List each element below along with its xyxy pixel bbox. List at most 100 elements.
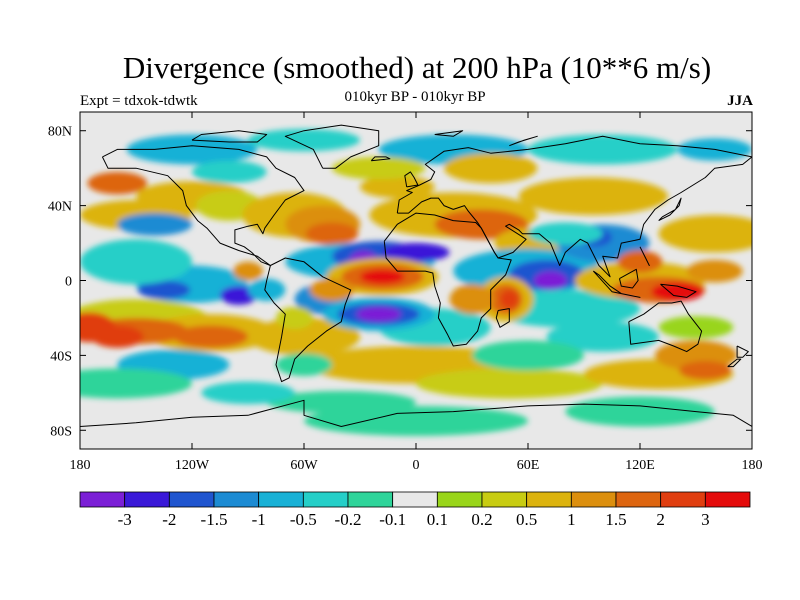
field-blob (332, 156, 426, 180)
chart-title: Divergence (smoothed) at 200 hPa (10**6 … (122, 50, 712, 85)
colorbar-label: -0.1 (379, 510, 406, 529)
field-blob (434, 209, 528, 240)
coastline (434, 130, 464, 137)
y-tick-label: 80S (50, 424, 72, 439)
coastline (509, 135, 538, 147)
colorbar-swatch (660, 491, 706, 508)
y-axis: 80N 40N 0 40S 80S (48, 125, 752, 439)
field-blob (309, 278, 355, 302)
field-blob (356, 306, 402, 322)
coastline (660, 283, 697, 298)
colorbar-swatch (168, 491, 215, 508)
field-blob (449, 284, 495, 315)
field-blob (500, 289, 519, 309)
field-blob (80, 368, 192, 399)
y-tick-label: 40N (48, 200, 72, 215)
field-blob (87, 171, 148, 195)
coastline (736, 345, 749, 358)
coastline (592, 270, 641, 298)
x-tick-label: 180 (742, 458, 763, 473)
coastline (639, 246, 650, 266)
y-tick-label: 0 (65, 275, 72, 290)
colorbar-label: 0.1 (427, 510, 448, 529)
field-blob (533, 271, 568, 290)
y-tick-label: 40S (50, 349, 72, 364)
colorbar-label: -3 (118, 510, 132, 529)
field-blob (276, 353, 332, 376)
field-blob (472, 340, 584, 371)
field-blob (201, 381, 295, 405)
field-blob (686, 259, 743, 283)
colorbar-swatch (79, 491, 126, 508)
field-blobs (80, 128, 752, 436)
x-tick-label: 60W (290, 458, 318, 473)
coastline (396, 135, 752, 278)
x-axis: 180 120W 60W 0 60E 120E 180 (70, 112, 763, 473)
colorbar-swatch (704, 491, 751, 508)
divergence-field (80, 128, 752, 436)
x-tick-label: 180 (70, 458, 91, 473)
field-blob (305, 222, 359, 245)
colorbar-label: -1.5 (201, 510, 228, 529)
colorbar-label: -1 (252, 510, 266, 529)
plot-area (79, 111, 753, 450)
season-label: JJA (727, 93, 753, 109)
coastline (383, 212, 512, 347)
colorbar-swatch (347, 491, 394, 508)
field-blob (528, 134, 678, 165)
colorbar-swatch (615, 491, 662, 508)
period-label: 010kyr BP - 010kyr BP (344, 89, 486, 105)
colorbar-label: 0.5 (516, 510, 537, 529)
field-blob (658, 214, 752, 253)
colorbar-swatch (436, 491, 483, 508)
coastline (191, 130, 268, 143)
colorbar-swatch (302, 491, 349, 508)
field-blob (416, 368, 603, 399)
field-blob (565, 396, 715, 427)
field-blob (360, 269, 405, 285)
coastline (370, 156, 391, 162)
field-blob (117, 213, 192, 236)
colorbar-label: 1.5 (605, 510, 626, 529)
x-tick-label: 0 (413, 458, 420, 473)
coastline (80, 399, 752, 427)
field-blob (192, 160, 267, 184)
field-blob (276, 306, 314, 330)
colorbar: -3 -2 -1.5 -1 -0.5 -0.2 -0.1 0.1 0.2 0.5 1 1.5 2 3 (79, 491, 751, 529)
colorbar-swatch (213, 491, 260, 508)
field-blob (658, 316, 734, 339)
field-blob (248, 128, 360, 152)
field-blob (137, 280, 191, 300)
experiment-label: Expt = tdxok-tdwtk (80, 93, 198, 109)
colorbar-swatch (526, 491, 572, 508)
x-tick-label: 60E (517, 458, 540, 473)
coastline (628, 300, 703, 353)
coastline (264, 257, 352, 383)
colorbar-label: -2 (162, 510, 176, 529)
field-blob (617, 250, 663, 274)
field-blob (173, 325, 248, 348)
field-blob (679, 361, 732, 380)
field-blob (91, 325, 144, 348)
y-tick-label: 80N (48, 125, 72, 140)
x-tick-label: 120E (625, 458, 655, 473)
field-blob (233, 261, 263, 281)
colorbar-swatch (124, 491, 170, 508)
colorbar-label: 2 (656, 510, 665, 529)
colorbar-label: 3 (701, 510, 710, 529)
colorbar-swatch (570, 491, 617, 508)
coastlines (80, 124, 752, 427)
field-blob (444, 153, 538, 184)
colorbar-label: 0.2 (471, 510, 492, 529)
coastline (284, 124, 380, 169)
field-blob (80, 239, 192, 285)
coastline (404, 171, 419, 188)
field-blob (220, 286, 258, 305)
field-blob (528, 222, 603, 245)
field-blob (247, 278, 286, 302)
coastline (727, 358, 742, 368)
coastline (658, 197, 682, 222)
field-blob (304, 405, 528, 436)
field-blob (382, 243, 450, 262)
